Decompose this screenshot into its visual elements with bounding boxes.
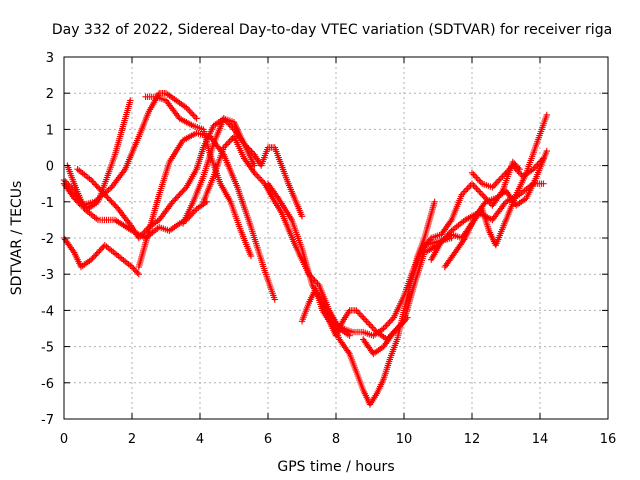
- y-tick-label: -5: [41, 341, 54, 356]
- data-marks: [60, 90, 550, 408]
- x-axis-label: GPS time / hours: [277, 459, 394, 475]
- data-point-markers: [468, 155, 547, 191]
- y-tick-label: -1: [41, 196, 54, 211]
- series-sat-h: [179, 115, 306, 227]
- chart-title: Day 332 of 2022, Sidereal Day-to-day VTE…: [52, 22, 612, 38]
- data-point-markers: [135, 129, 278, 303]
- data-point-markers: [441, 147, 550, 271]
- series-sat-q: [468, 155, 547, 191]
- y-tick-label: 1: [46, 123, 54, 138]
- y-tick-label: -6: [41, 377, 54, 392]
- series-sat-p: [441, 147, 550, 271]
- series-sat-f: [135, 129, 278, 303]
- y-tick-label: 3: [46, 51, 54, 66]
- data-point-markers: [179, 115, 306, 227]
- y-tick-label: 0: [46, 160, 54, 175]
- y-tick-label: -7: [41, 413, 54, 428]
- x-tick-label: 16: [600, 432, 617, 447]
- x-tick-label: 8: [332, 432, 340, 447]
- y-axis-label: SDTVAR / TECUs: [9, 181, 25, 296]
- x-tick-label: 12: [464, 432, 481, 447]
- y-tick-label: -4: [41, 304, 54, 319]
- x-tick-label: 4: [196, 432, 204, 447]
- y-tick-label: -2: [41, 232, 54, 247]
- y-tick-label: -3: [41, 268, 54, 283]
- grid-lines: [64, 57, 608, 419]
- x-tick-label: 6: [264, 432, 272, 447]
- x-tick-label: 14: [532, 432, 549, 447]
- y-tick-label: 2: [46, 87, 54, 102]
- x-tick-label: 0: [60, 432, 68, 447]
- x-tick-label: 10: [396, 432, 413, 447]
- x-tick-label: 2: [128, 432, 136, 447]
